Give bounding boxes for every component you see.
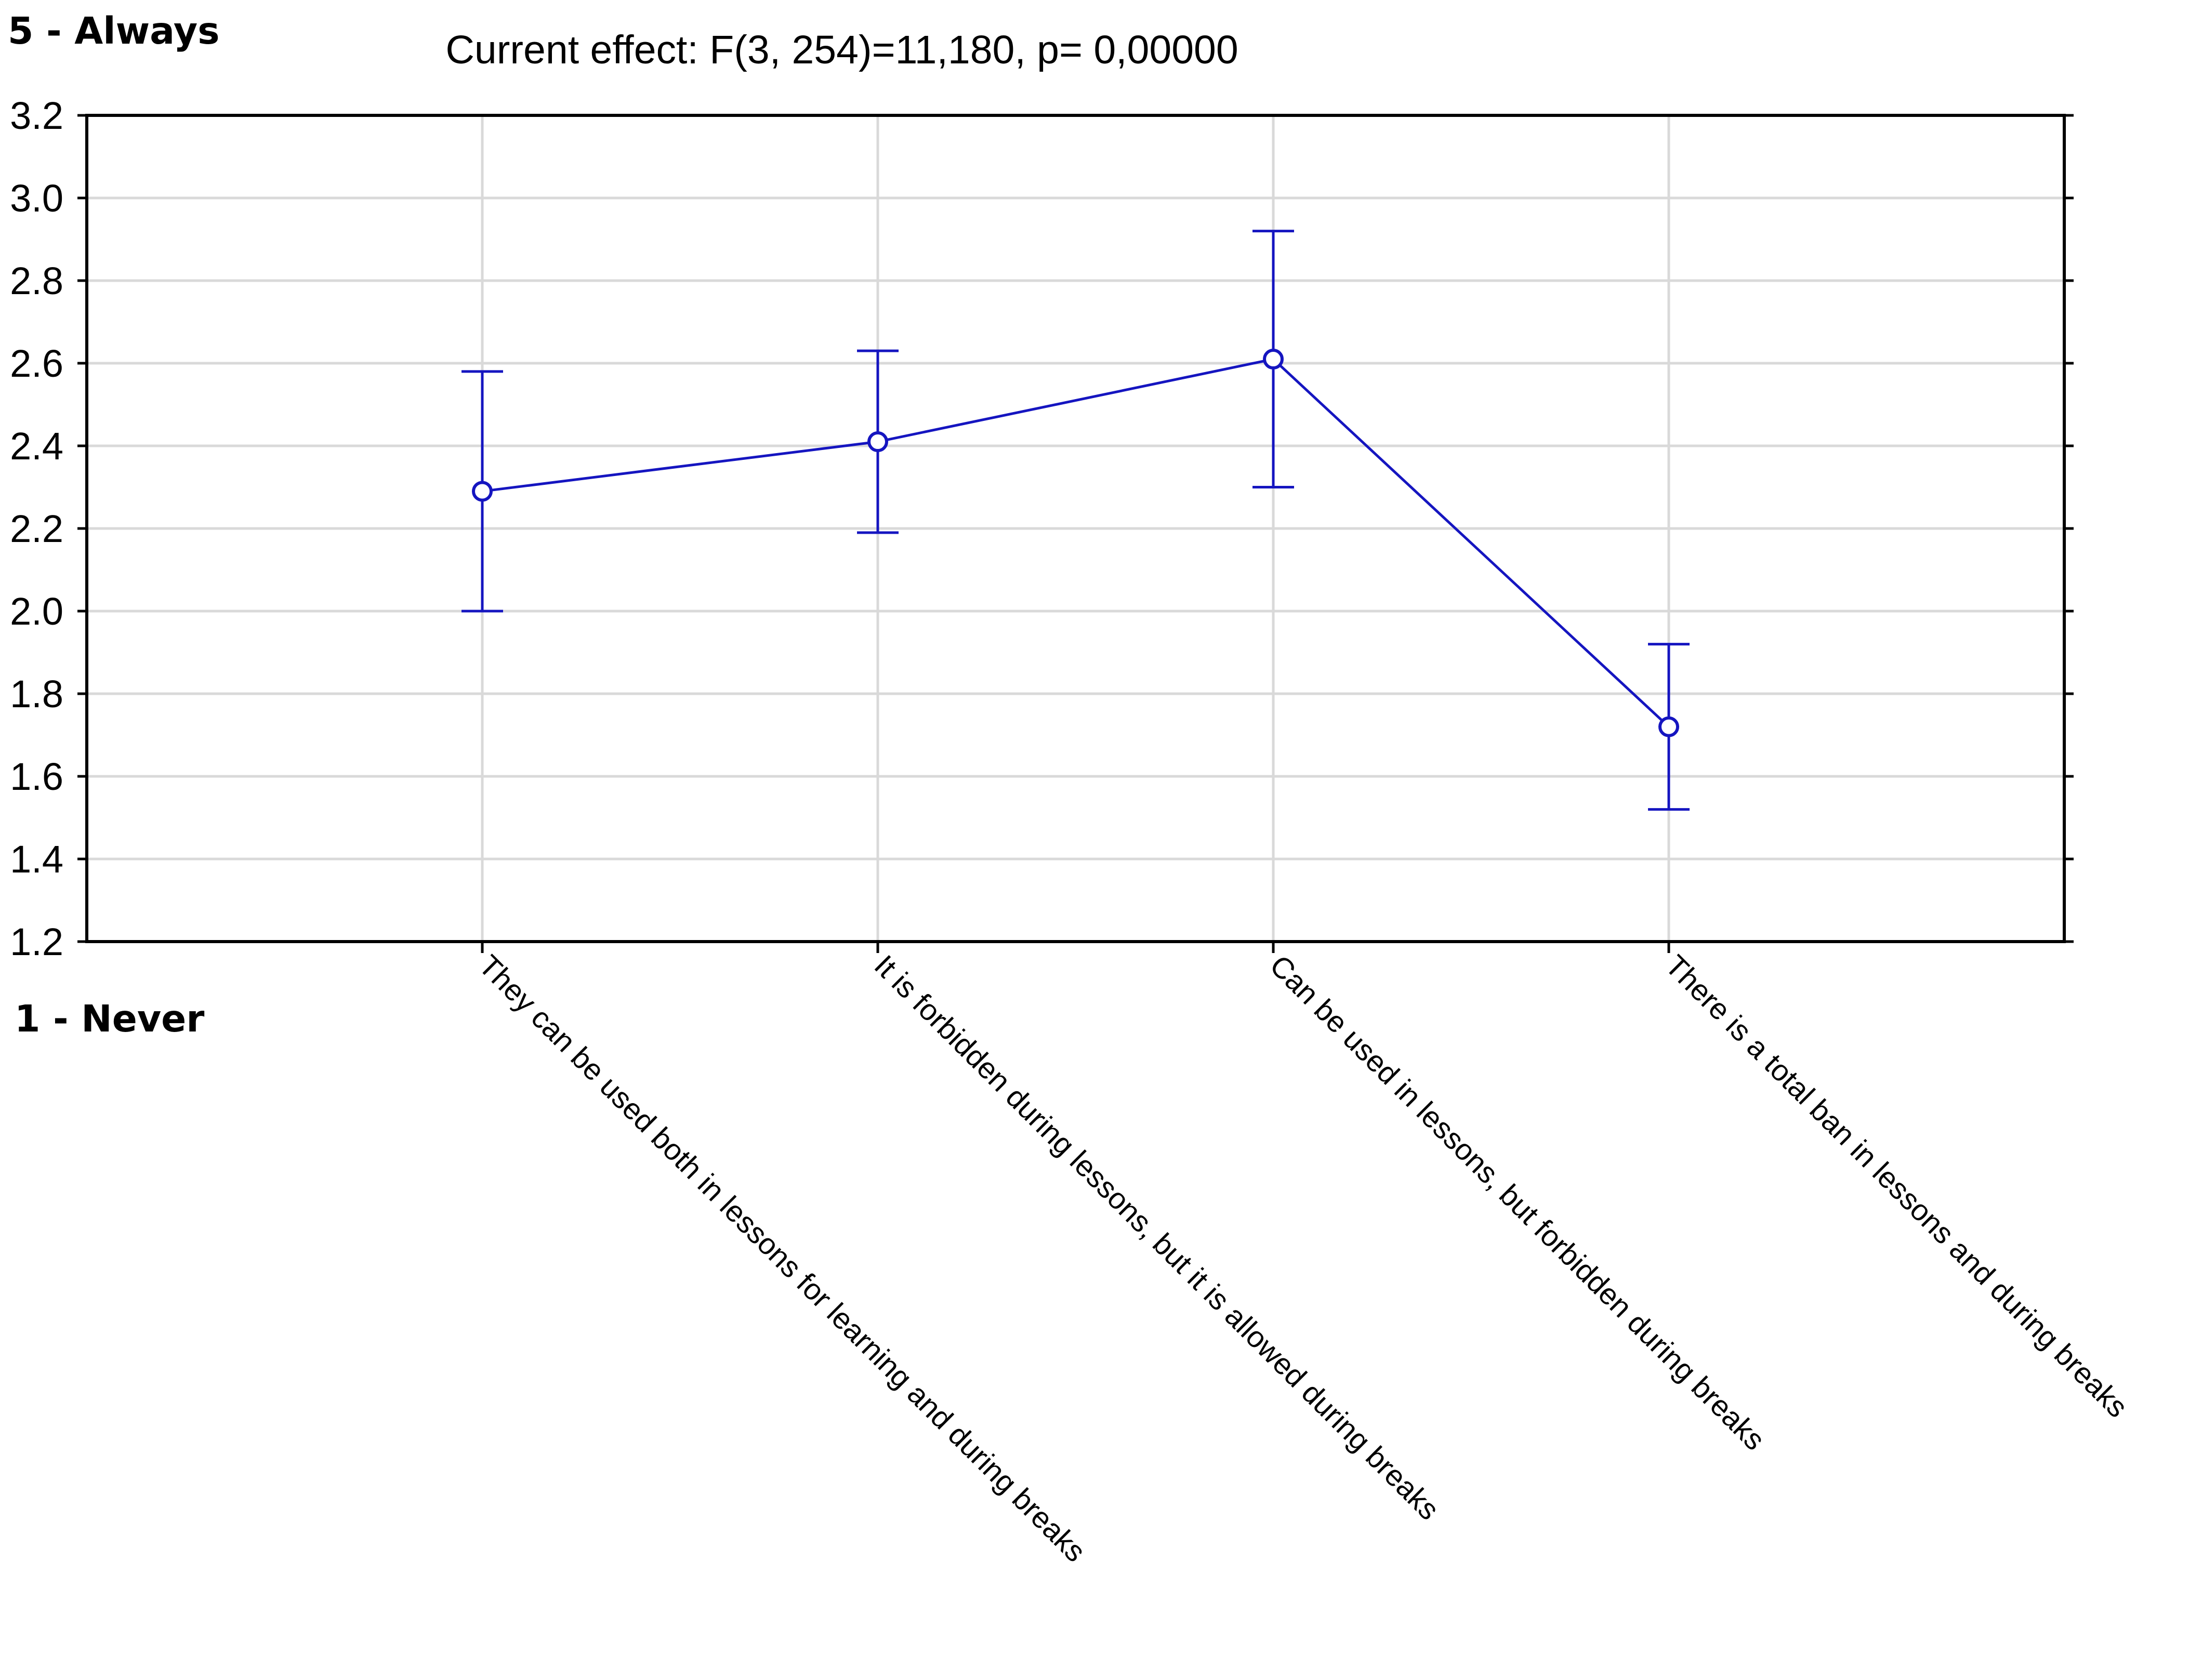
grid (87, 115, 2064, 942)
y-tick-label: 2.4 (10, 425, 63, 468)
y-tick-label: 3.2 (10, 94, 63, 137)
y-tick-label: 2.6 (10, 342, 63, 385)
top-scale-label: 5 - Always (8, 9, 219, 52)
y-tick-label: 3.0 (10, 177, 63, 220)
data-point (867, 431, 888, 453)
x-category-label: Can be used in lessons, but forbidden du… (1263, 949, 1771, 1457)
data-point (472, 481, 493, 502)
y-tick-label: 2.0 (10, 590, 63, 633)
x-category-label: They can be used both in lessons for lea… (472, 949, 1092, 1568)
data-point (1658, 716, 1679, 737)
y-tick-label: 1.2 (10, 920, 63, 963)
series (462, 230, 1690, 811)
y-tick-label: 1.8 (10, 672, 63, 716)
y-tick-label: 2.2 (10, 507, 63, 550)
y-tick-label: 1.4 (10, 838, 63, 881)
series-line (482, 358, 1670, 728)
bottom-scale-label: 1 - Never (15, 997, 204, 1040)
x-category-label: There is a total ban in lessons and duri… (1659, 949, 2134, 1424)
data-point (1263, 349, 1284, 370)
y-tick-label: 2.8 (10, 259, 63, 302)
y-axis: 3.2 3.0 2.8 2.6 2.4 2.2 2.0 1.8 1.6 1.4 1.2 (10, 94, 2074, 963)
chart-title: Current effect: F(3, 254)=11,180, p= 0,0… (445, 28, 1238, 72)
x-axis: They can be used both in lessons for lea… (472, 942, 2134, 1568)
y-tick-label: 1.6 (10, 755, 63, 798)
